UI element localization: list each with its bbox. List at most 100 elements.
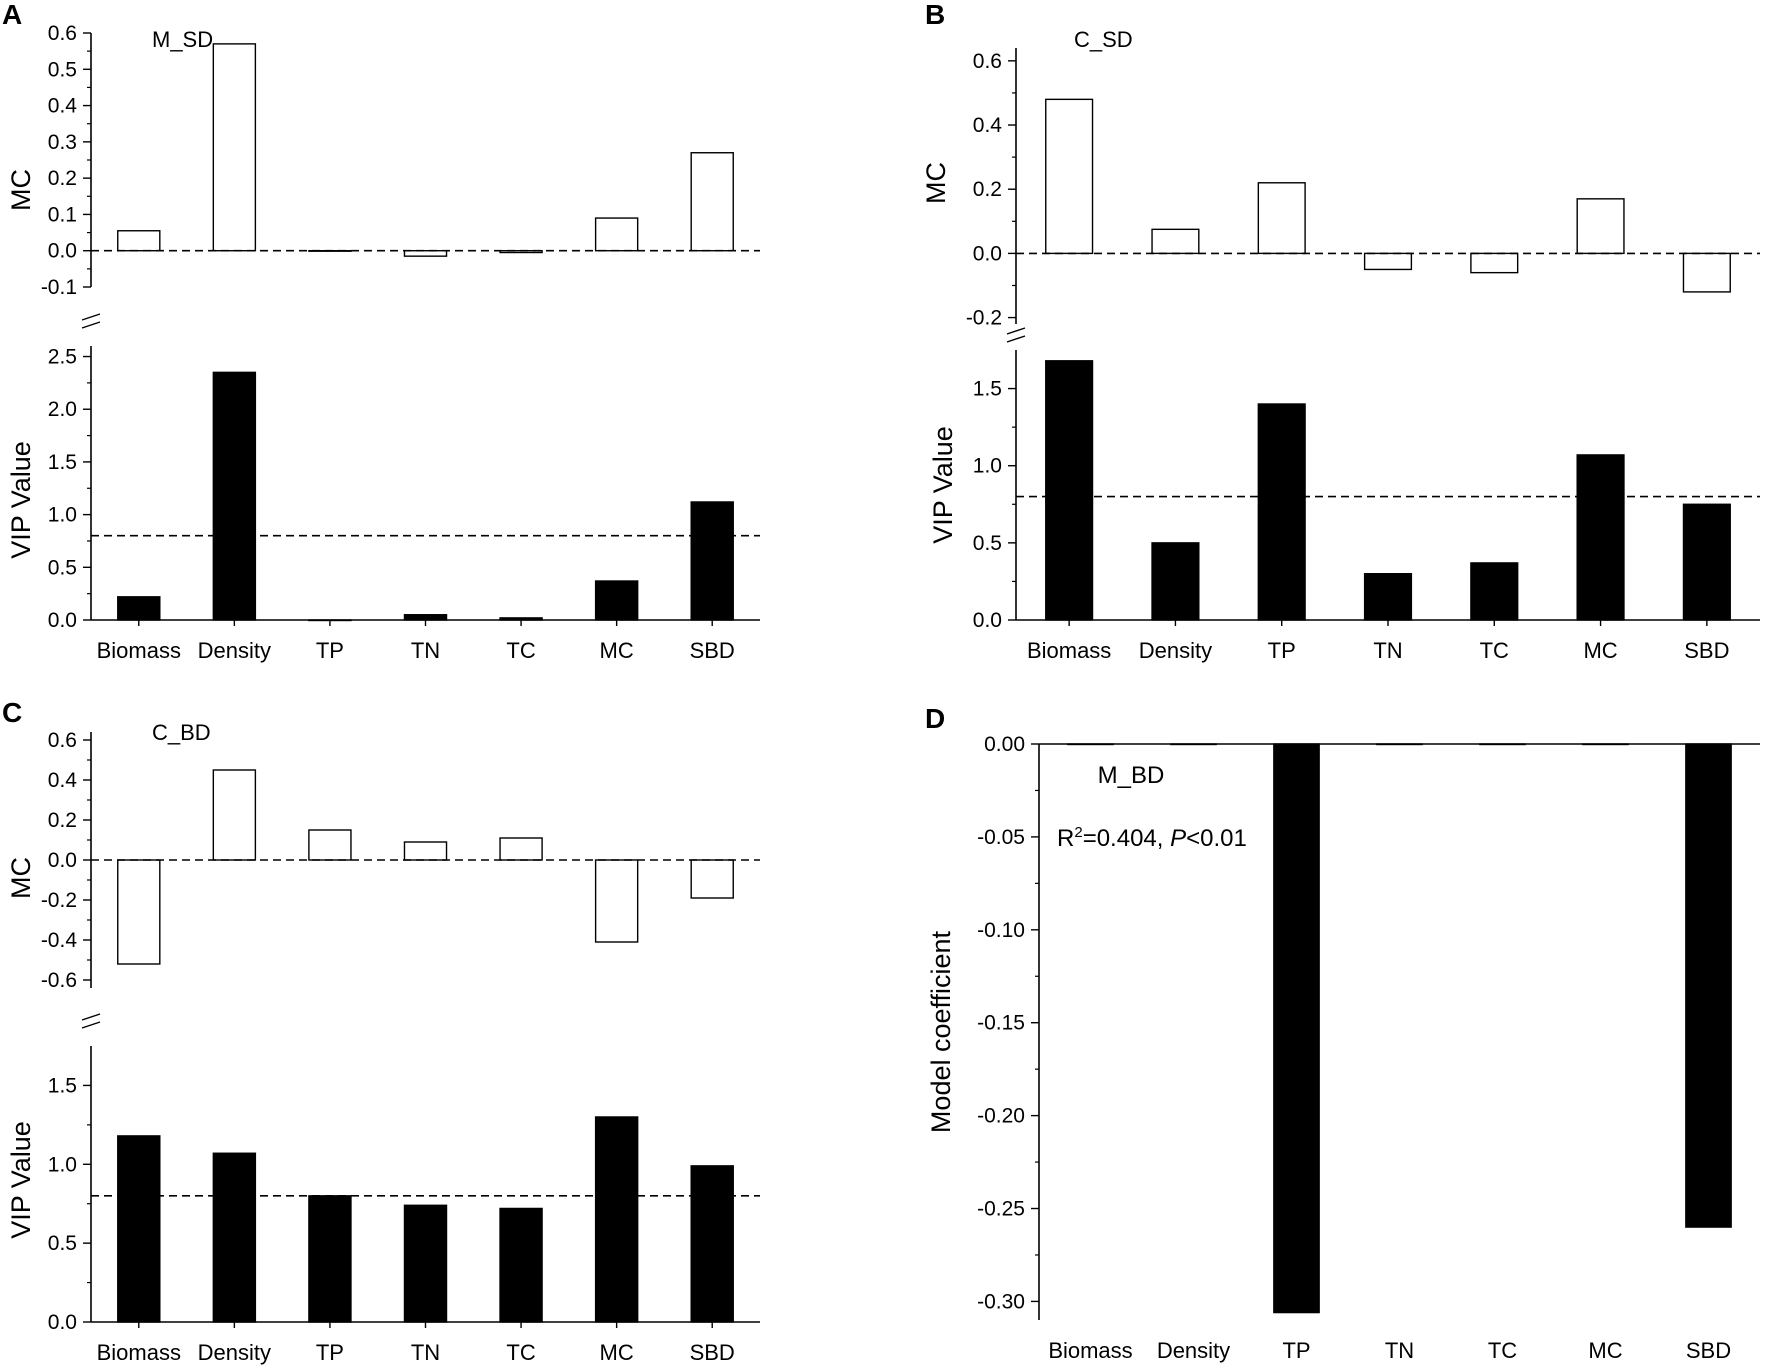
y-axis-title: VIP Value xyxy=(6,441,36,559)
x-tick-label: Density xyxy=(198,1340,271,1365)
p-value: <0.01 xyxy=(1186,825,1247,852)
x-tick-label: TN xyxy=(1385,1338,1414,1363)
panel-title: C_SD xyxy=(1074,27,1133,52)
y-tick-label: -0.2 xyxy=(41,889,77,912)
y-tick-label: -0.10 xyxy=(977,919,1025,942)
bar-sbd xyxy=(690,859,734,899)
bar-tp xyxy=(1257,403,1306,621)
bar-density xyxy=(1151,542,1200,621)
y-tick-label: 0.00 xyxy=(984,733,1025,756)
y-tick-label: 0.5 xyxy=(973,532,1002,555)
y-tick-label: 0.3 xyxy=(48,131,77,154)
y-tick-label: -0.2 xyxy=(966,307,1002,330)
x-tick-label: Density xyxy=(1139,638,1212,663)
x-tick-label: TC xyxy=(506,638,535,663)
y-axis-title: Model coefficient xyxy=(926,930,956,1133)
x-tick-label: TP xyxy=(316,1340,344,1365)
x-tick-label: TP xyxy=(1268,638,1296,663)
panel-title: M_BD xyxy=(1098,762,1165,789)
bar-tn xyxy=(1363,573,1413,621)
y-tick-label: 0.5 xyxy=(48,556,77,579)
y-tick-label: 0.0 xyxy=(48,849,77,872)
y-tick-label: 0.0 xyxy=(48,1311,77,1334)
panel-title: C_BD xyxy=(152,720,211,745)
panel-a-bottom-plot: 2.5 2.0 1.5 1.0 0.5 0.0 Biomass Density TP TN TC MC… xyxy=(6,346,760,663)
bar-density xyxy=(1151,228,1200,255)
panel-c-top-plot: 0.6 0.4 0.2 0.0 -0.2 -0.4 -0.6 MC xyxy=(6,729,760,992)
superscript-2: 2 xyxy=(1074,824,1082,841)
bar-mc xyxy=(594,1116,639,1323)
y-tick-label: 0.0 xyxy=(973,242,1002,265)
y-tick-label: 0.2 xyxy=(973,178,1002,201)
y-tick-label: 0.0 xyxy=(973,609,1002,632)
bar-sbd xyxy=(1685,743,1732,1228)
y-tick-label: 0.6 xyxy=(48,729,77,752)
x-tick-label: SBD xyxy=(1686,1338,1731,1363)
y-tick-label: 2.0 xyxy=(48,398,77,421)
bar-tc xyxy=(1470,562,1519,621)
bar-tp xyxy=(308,1195,352,1323)
axis-break-mark xyxy=(1006,327,1026,335)
bar-density xyxy=(212,371,257,621)
y-tick-label: -0.6 xyxy=(41,969,77,992)
y-tick-label: 1.0 xyxy=(48,504,77,527)
bar-tn xyxy=(403,250,448,257)
y-axis-title: MC xyxy=(6,857,36,899)
y-tick-label: -0.15 xyxy=(977,1012,1025,1035)
y-tick-label: 0.0 xyxy=(48,609,77,632)
bar-mc xyxy=(1576,454,1625,621)
bar-density xyxy=(212,43,257,252)
x-tick-label: TN xyxy=(411,638,440,663)
y-tick-label: -0.1 xyxy=(41,276,77,299)
x-tick-label: Biomass xyxy=(97,1340,181,1365)
y-tick-label: 1.5 xyxy=(48,451,77,474)
y-tick-label: 0.4 xyxy=(48,769,78,792)
bar-sbd xyxy=(690,152,734,252)
bar-tp xyxy=(1273,743,1320,1314)
bar-tn xyxy=(1363,252,1413,271)
bar-tn xyxy=(403,614,448,621)
r-squared-symbol: R xyxy=(1057,825,1074,852)
bar-mc xyxy=(1582,743,1629,746)
x-tick-label: TN xyxy=(411,1340,440,1365)
x-tick-label: Biomass xyxy=(97,638,181,663)
bar-tc xyxy=(1470,252,1519,274)
x-tick-label: Biomass xyxy=(1048,1338,1132,1363)
y-tick-label: 0.4 xyxy=(973,114,1003,137)
panel-letter: C xyxy=(2,697,22,728)
y-tick-label: 0.5 xyxy=(48,1232,77,1255)
y-tick-label: 0.6 xyxy=(973,50,1002,73)
panel-a-top-plot: 0.6 0.5 0.4 0.3 0.2 0.1 0.0 -0.1 MC xyxy=(6,22,760,299)
y-tick-label: 0.0 xyxy=(48,240,77,263)
panel-letter: A xyxy=(2,0,22,30)
y-tick-label: 1.0 xyxy=(973,455,1002,478)
panel-b-top-plot: 0.6 0.4 0.2 0.0 -0.2 MC xyxy=(921,48,1760,330)
x-tick-label: TN xyxy=(1373,638,1402,663)
y-tick-label: 1.0 xyxy=(48,1153,77,1176)
y-tick-label: 0.2 xyxy=(48,167,77,190)
bar-sbd xyxy=(690,1165,734,1323)
bar-tn xyxy=(1376,743,1423,746)
y-tick-label: 0.2 xyxy=(48,809,77,832)
x-tick-label: TC xyxy=(506,1340,535,1365)
x-tick-label: MC xyxy=(600,638,634,663)
x-tick-label: SBD xyxy=(690,1340,735,1365)
bar-mc xyxy=(594,580,639,621)
bar-sbd xyxy=(1682,252,1731,293)
panel-b-bottom-plot: 1.5 1.0 0.5 0.0 Biomass Density TP TN TC MC SBD VIP… xyxy=(928,350,1760,663)
x-tick-label: SBD xyxy=(690,638,735,663)
bar-biomass xyxy=(117,859,161,965)
bar-biomass xyxy=(1045,98,1094,255)
bar-sbd xyxy=(1682,503,1731,621)
bar-mc xyxy=(594,859,639,943)
y-tick-label: -0.25 xyxy=(977,1198,1025,1221)
bar-tn xyxy=(403,1204,448,1323)
y-tick-label: 0.1 xyxy=(48,203,77,226)
x-tick-label: TP xyxy=(316,638,344,663)
x-tick-label: Density xyxy=(198,638,271,663)
panel-title: M_SD xyxy=(152,27,213,52)
bar-density xyxy=(1170,743,1217,746)
panel-letter: D xyxy=(925,703,945,734)
bar-biomass xyxy=(117,596,161,621)
